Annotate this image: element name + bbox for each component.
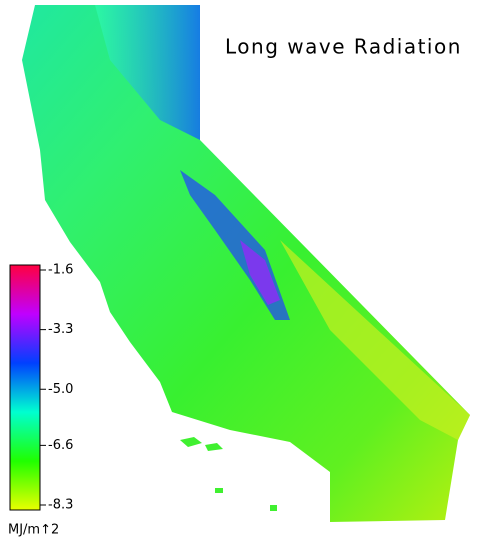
colorbar: -1.6 -3.3 -5.0 -6.6 -8.3 [9, 263, 73, 513]
colorbar-tick-label: -5.0 [48, 382, 73, 397]
title: Long wave Radiation [225, 35, 462, 59]
colorbar-tick-label: -6.6 [48, 438, 73, 453]
california [22, 5, 470, 522]
colorbar-tick-label: -8.3 [48, 498, 73, 513]
colorbar-unit: MJ/m↑2 [8, 523, 59, 538]
colorbar-tick-label: -1.6 [48, 263, 73, 278]
colorbar-ramp [9, 264, 41, 511]
colorbar-tick-label: -3.3 [48, 322, 73, 337]
